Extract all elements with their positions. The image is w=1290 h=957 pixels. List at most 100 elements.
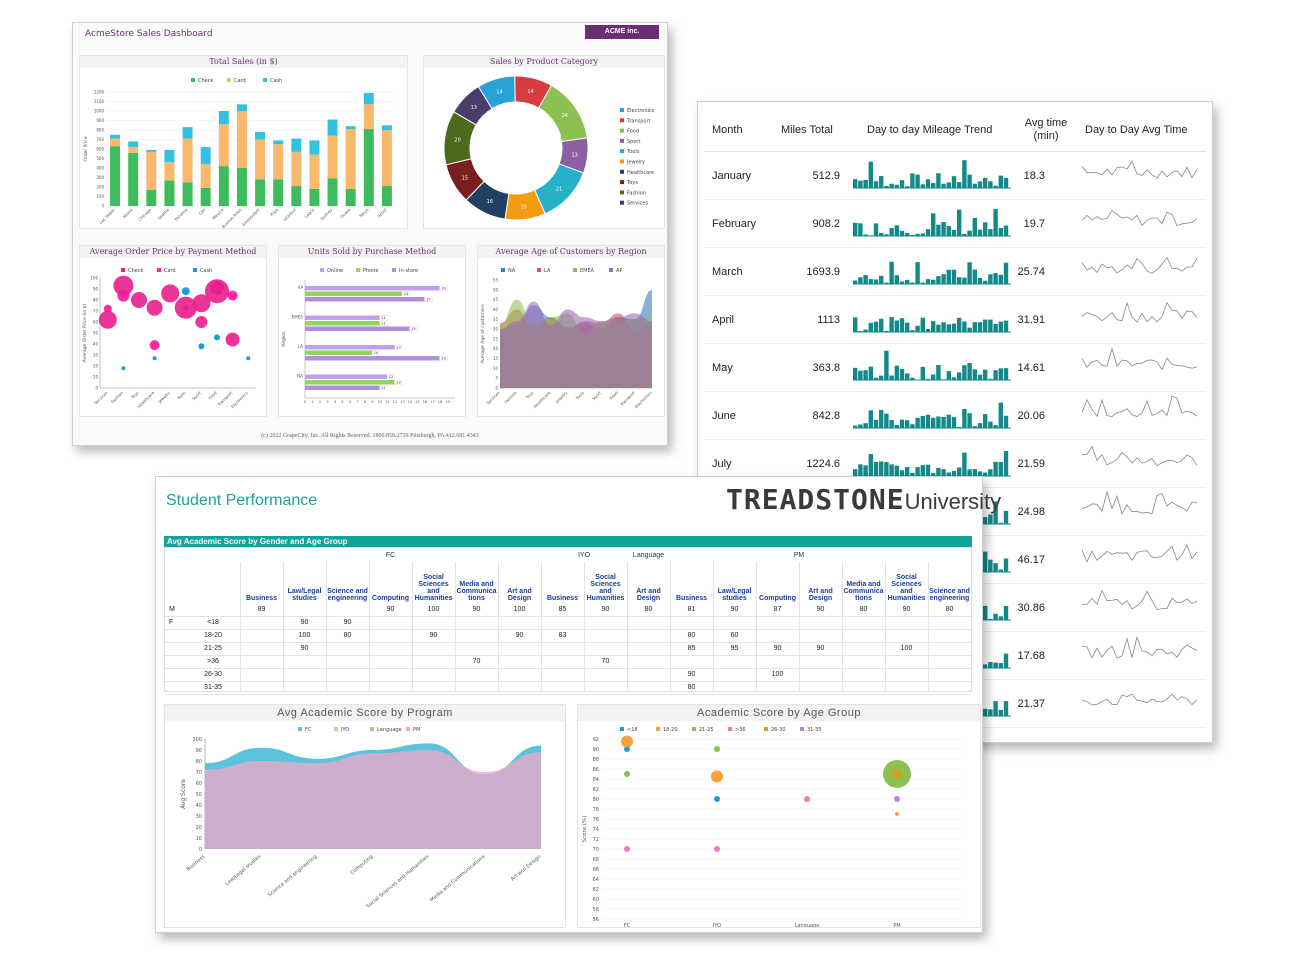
agegroup-ytick: 56 (593, 917, 599, 923)
month-cell: February (712, 218, 757, 230)
agegroup-legend-label: 21-25 (699, 727, 714, 733)
sales-bar-card (146, 151, 157, 190)
sparkbar (993, 323, 998, 332)
avg-time-sparkline (1082, 635, 1198, 659)
pivot-column-header: Social Sciences and Humanities (586, 574, 625, 602)
avg-time-sparkline (1082, 693, 1198, 706)
sales-legend-swatch (191, 78, 195, 82)
sales-legend-swatch (263, 78, 267, 82)
sales-bar-cash (236, 104, 247, 111)
sales-legend-label: Check (198, 78, 213, 84)
units-xtick: 8 (364, 400, 366, 404)
sales-bar-cash (255, 131, 266, 140)
donut-legend-label: Toys (626, 180, 638, 186)
header-month[interactable]: Month (712, 124, 743, 136)
program-ytick: 0 (199, 847, 202, 853)
header-avg-time[interactable]: Avg time (min) (1024, 117, 1068, 142)
sparkbar (941, 221, 946, 236)
sparkbar (962, 321, 967, 332)
units-xtick: 1 (311, 400, 313, 404)
miles-total-cell: 363.8 (812, 362, 840, 374)
sparkbar (853, 280, 858, 284)
sparkbar (873, 223, 879, 236)
pivot-value-cell: 90 (816, 645, 825, 652)
agegroup-legend-swatch (620, 727, 624, 731)
sales-bar-cash (146, 149, 157, 152)
donut-slice-label: 24 (562, 113, 568, 119)
program-ylabel: Avg Score (180, 779, 187, 809)
units-bar-phone (305, 380, 403, 385)
units-xtick: 16 (423, 400, 427, 404)
avg-time-cell: 21.37 (1017, 698, 1045, 710)
agegroup-point (624, 846, 630, 852)
sparkbar (910, 424, 915, 428)
pivot-column-header: Business (675, 595, 708, 602)
pivot-group-header: FC (385, 552, 396, 559)
sparkbar (858, 464, 863, 476)
row-divider (704, 343, 1206, 344)
age-xtick: Fashion (503, 390, 518, 405)
agegroup-legend-swatch (728, 727, 732, 731)
sales-bar-cash (110, 134, 121, 139)
donut-slice-label: 13 (471, 105, 477, 111)
pivot-value-cell: 60 (730, 632, 739, 639)
sales-bar-cash (309, 140, 320, 155)
agegroup-ytick: 78 (593, 807, 599, 813)
units-value-box (379, 315, 388, 321)
sparkbar (899, 368, 905, 380)
sales-bar-check (182, 182, 193, 206)
sparkbar (951, 229, 957, 236)
agegroup-legend-label: 26-30 (771, 727, 786, 733)
bubble-point-card (146, 299, 163, 316)
units-bar-in-store (305, 356, 448, 361)
pivot-row-line (165, 642, 971, 643)
units-value-box (379, 385, 388, 391)
sparkbar (1003, 177, 1009, 188)
program-area-chart: FC IYO Language PM 0 10 20 30 40 50 60 70 80 90 100 Avg… (180, 727, 542, 910)
sparkbar (915, 467, 920, 476)
donut-legend-swatch (620, 180, 624, 185)
sparkbar (998, 461, 1003, 476)
units-value-box (371, 350, 381, 356)
pivot-gender-cell: F (169, 619, 174, 626)
sales-xtick: Amsterdam (241, 207, 261, 227)
pivot-column-line (326, 562, 327, 692)
sparkbar (868, 279, 873, 284)
sparkbar (1003, 415, 1009, 428)
pivot-value-cell: 80 (687, 632, 696, 639)
header-miles-total[interactable]: Miles Total (781, 124, 833, 136)
bubble-ytick: 10 (93, 375, 99, 380)
sparkbar (863, 179, 868, 188)
mileage-row: April 1113 31.91 (698, 296, 1212, 344)
sparkbar (925, 414, 931, 428)
header-avg-time-trend[interactable]: Day to Day Avg Time (1085, 124, 1188, 136)
sparkbar (977, 278, 983, 284)
pivot-column-header: Art and Design (808, 588, 833, 602)
age-legend-swatch (573, 268, 577, 272)
donut-legend-label: Services (627, 201, 648, 207)
sparkbar (910, 282, 915, 284)
units-xtick: 0 (304, 400, 306, 404)
category-donut-chart: 14 14 24 13 21 15 16 15 20 13 Electronics Transport… (443, 75, 655, 221)
agegroup-ytick: 70 (593, 847, 599, 853)
bubble-point-cash (121, 366, 126, 371)
age-legend-swatch (501, 268, 505, 272)
bubble-ytick: 90 (93, 287, 99, 292)
bubble-point-card (225, 332, 240, 347)
bubble-xtick: Toys (129, 390, 139, 400)
age-xtick: Jewelry (554, 390, 569, 405)
pivot-column-header: Business (245, 595, 278, 602)
sparkbar (879, 176, 884, 188)
sparkbar (863, 465, 868, 476)
units-value-box (386, 374, 396, 380)
units-value-label: 17 (426, 298, 430, 302)
sparkbar (868, 410, 873, 428)
units-bar-online (305, 345, 403, 350)
units-xtick: 4 (334, 400, 337, 404)
sales-bar-check (218, 166, 229, 206)
units-value-box (401, 291, 411, 297)
header-mileage-trend[interactable]: Day to day Mileage Trend (867, 124, 993, 136)
sparkbar (983, 280, 988, 284)
bubble-point-card (161, 284, 180, 303)
sparkbar (936, 467, 941, 476)
